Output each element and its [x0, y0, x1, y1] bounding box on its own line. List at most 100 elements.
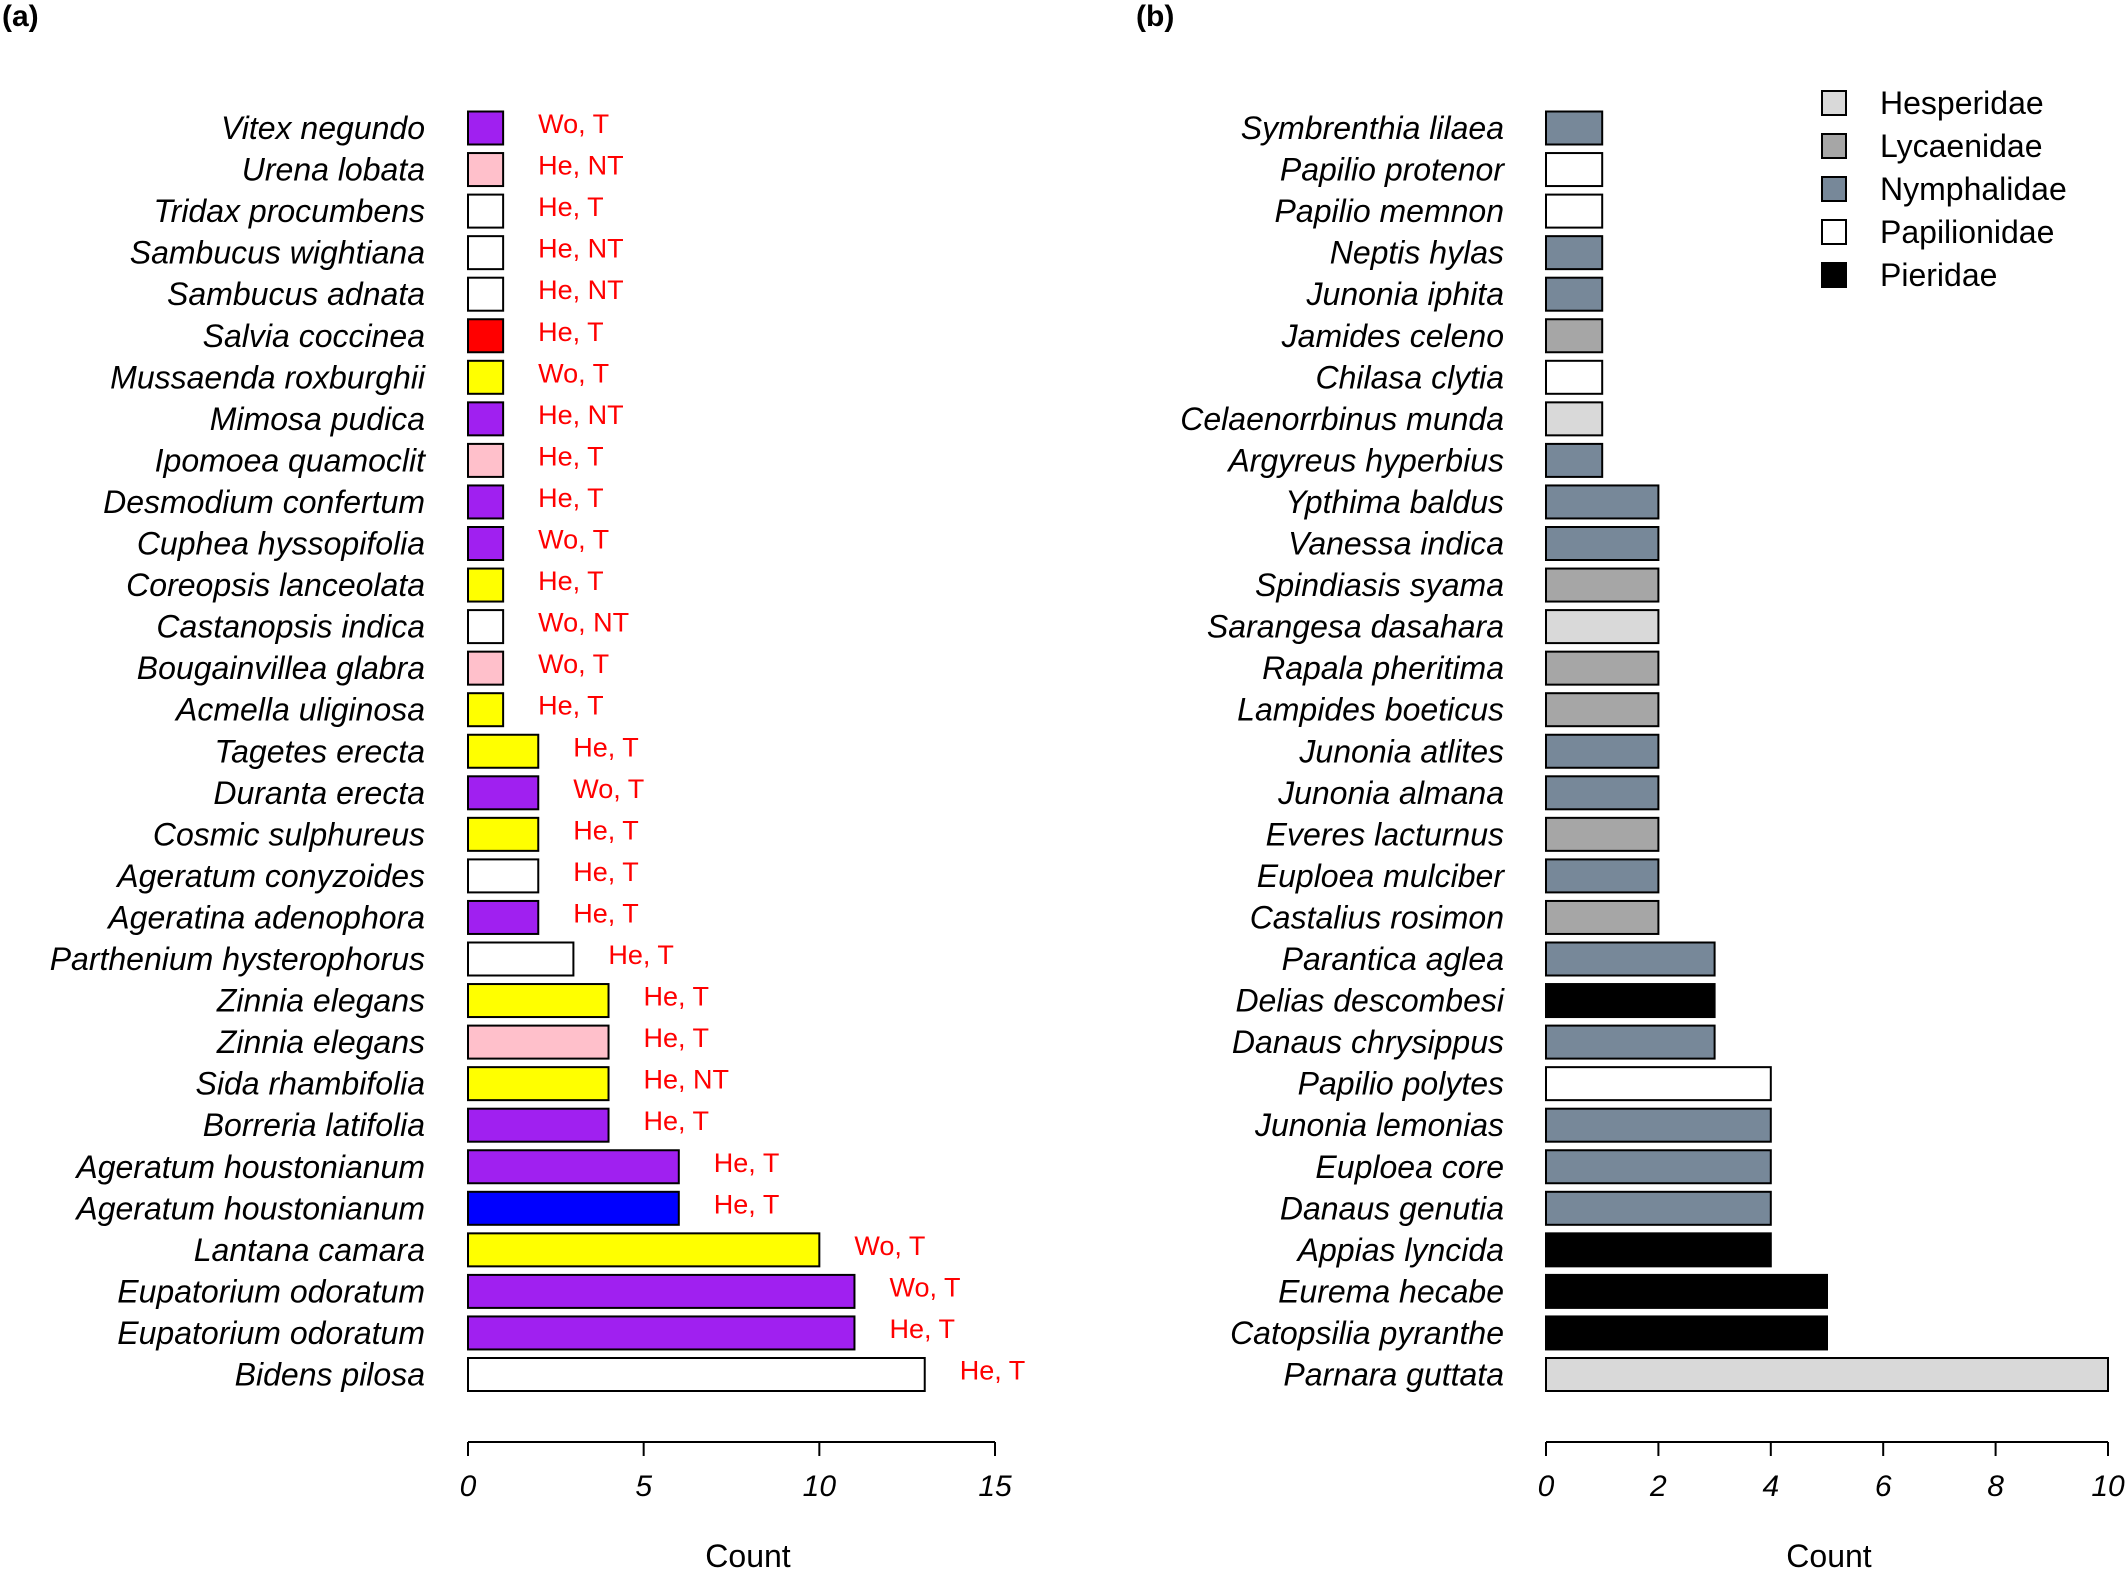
legend-swatch-nymphalidae — [1821, 176, 1847, 202]
panel-b-bar-parantica-aglea — [1545, 941, 1716, 977]
panel-a-bar-duranta-erecta — [467, 775, 540, 811]
panel-a-category-label: Tridax procumbens — [153, 193, 425, 229]
panel-a-bar-annotation: Wo, T — [538, 525, 609, 555]
panel-b-category-label: Appias lyncida — [1296, 1232, 1504, 1268]
panel-b-category-label: Papilio protenor — [1280, 152, 1505, 188]
panel-b-category-label: Papilio polytes — [1298, 1066, 1504, 1102]
panel-a-tick-label: 15 — [978, 1470, 1012, 1503]
panel-b-bar-symbrenthia-lilaea — [1545, 110, 1604, 146]
panel-b-category-label: Chilasa clytia — [1315, 359, 1504, 395]
panel-a-bar-annotation: He, T — [573, 857, 639, 887]
panel-a-tick-label: 5 — [635, 1470, 652, 1503]
panel-a-category-label: Zinnia elegans — [216, 983, 425, 1019]
panel-a-category-label: Sambucus wightiana — [130, 235, 425, 271]
panel-a-category-label: Ageratina adenophora — [106, 899, 425, 935]
panel-b-bar-celaenorrbinus-munda — [1545, 401, 1604, 437]
panel-a-bar-annotation: He, T — [644, 1023, 710, 1053]
panel-a-category-label: Sambucus adnata — [167, 276, 425, 312]
panel-a-category-label: Cuphea hyssopifolia — [137, 526, 425, 562]
panel-a-bar-desmodium-confertum — [467, 484, 505, 520]
legend-label-hesperidae: Hesperidae — [1880, 85, 2044, 121]
panel-a-bar-annotation: He, T — [644, 1106, 710, 1136]
panel-b-category-label: Sarangesa dasahara — [1207, 609, 1504, 645]
panel-b-bar-junonia-lemonias — [1545, 1107, 1772, 1143]
panel-b-category-label: Castalius rosimon — [1250, 899, 1504, 935]
panel-b-tick-label: 0 — [1538, 1470, 1555, 1503]
panel-b-bar-papilio-protenor — [1545, 152, 1604, 188]
panel-a-bar-mimosa-pudica — [467, 401, 505, 437]
panel-b-category-label: Euploea mulciber — [1257, 858, 1506, 894]
panel-a-bar-annotation: He, T — [644, 982, 710, 1012]
panel-a-category-label: Ageratum houstonianum — [74, 1149, 425, 1185]
panel-a-category-label: Ageratum conyzoides — [115, 858, 425, 894]
panel-a-bar-zinnia-elegans — [467, 983, 610, 1019]
panel-b-bar-delias-descombesi — [1545, 983, 1716, 1019]
panel-a-bar-sida-rhambifolia — [467, 1066, 610, 1102]
panel-b-tick-label: 2 — [1649, 1470, 1667, 1503]
panel-a-bar-mussaenda-roxburghii — [467, 359, 505, 395]
legend-swatch-lycaenidae — [1821, 133, 1847, 159]
panel-a-bar-sambucus-wightiana — [467, 235, 505, 271]
panel-b-category-label: Vanessa indica — [1288, 526, 1504, 562]
panel-a-bar-bidens-pilosa — [467, 1357, 926, 1392]
panel-b-bar-parnara-guttata — [1545, 1357, 2109, 1392]
panel-b-bar-junonia-almana — [1545, 775, 1660, 811]
legend-label-lycaenidae: Lycaenidae — [1880, 128, 2043, 164]
panel-b-x-axis: 0 2 4 6 8 10 — [1538, 1441, 2125, 1503]
panel-b-category-label: Catopsilia pyranthe — [1230, 1315, 1504, 1351]
panel-b-category-label: Argyreus hyperbius — [1226, 442, 1504, 478]
panel-a-category-label: Parthenium hysterophorus — [50, 941, 425, 977]
panel-b-bar-danaus-genutia — [1545, 1190, 1772, 1226]
panel-b-bar-jamides-celeno — [1545, 318, 1604, 354]
panel-a-bar-annotation: Wo, T — [573, 774, 644, 804]
panel-a-category-label: Urena lobata — [242, 152, 425, 188]
panel-b-bar-catopsilia-pyranthe — [1545, 1315, 1828, 1351]
panel-a-category-label: Vitex negundo — [221, 110, 425, 146]
panel-a-category-label: Lantana camara — [194, 1232, 425, 1268]
panel-a-bar-annotation: He, T — [960, 1356, 1026, 1386]
panel-a-bar-zinnia-elegans — [467, 1024, 610, 1060]
panel-b-category-label: Papilio memnon — [1275, 193, 1504, 229]
panel-b-category-label: Spindiasis syama — [1255, 567, 1504, 603]
panel-b-tick-label: 10 — [2091, 1470, 2125, 1503]
panel-b-bar-castalius-rosimon — [1545, 899, 1660, 935]
panel-b-category-label: Eurema hecabe — [1278, 1273, 1504, 1309]
panel-b-bar-neptis-hylas — [1545, 235, 1604, 271]
panel-a-bar-annotation: He, T — [538, 317, 604, 347]
panel-b-bar-sarangesa-dasahara — [1545, 609, 1660, 645]
panel-a-bar-annotation: Wo, T — [538, 358, 609, 388]
panel-b-bar-euploea-core — [1545, 1149, 1772, 1185]
panel-a-bar-eupatorium-odoratum — [467, 1315, 856, 1351]
panel-a-bar-annotation: He, T — [573, 898, 639, 928]
panel-b-bar-everes-lacturnus — [1545, 816, 1660, 852]
panel-b-bar-chilasa-clytia — [1545, 359, 1604, 395]
panel-b-bar-rapala-pheritima — [1545, 650, 1660, 686]
panel-a-bar-annotation: He, T — [538, 691, 604, 721]
panel-a-bar-annotation: He, T — [714, 1148, 780, 1178]
panel-a-category-label: Mussaenda roxburghii — [110, 359, 426, 395]
legend-swatch-pieridae — [1821, 262, 1847, 288]
panel-a-bar-annotation: He, T — [538, 441, 604, 471]
panel-a-bar-tagetes-erecta — [467, 733, 540, 769]
panel-a-category-label: Tagetes erecta — [214, 733, 425, 769]
panel-a-bar-ageratum-houstonianum — [467, 1190, 680, 1226]
panel-a-bar-annotation: He, T — [538, 483, 604, 513]
panel-b-category-label: Junonia iphita — [1306, 276, 1504, 312]
panel-a-bar-chart: (a) Vitex negundo Wo, T Urena lobata He, NT… — [2, 0, 1025, 1570]
panel-a-bar-annotation: He, T — [608, 940, 674, 970]
panel-b-bar-chart: (b) Symbrenthia lilaea Papilio protenor Pa… — [1136, 0, 2125, 1570]
panel-a-bar-ageratum-houstonianum — [467, 1149, 680, 1185]
panel-a-bar-ageratum-conyzoides — [467, 858, 540, 894]
panel-a-bar-annotation: He, T — [714, 1189, 780, 1219]
panel-a-category-label: Bougainvillea glabra — [137, 650, 425, 686]
panel-a-bar-ageratina-adenophora — [467, 899, 540, 935]
panel-a-bar-bougainvillea-glabra — [467, 650, 505, 686]
panel-b-category-label: Delias descombesi — [1235, 983, 1504, 1019]
panel-b-bar-ypthima-baldus — [1545, 484, 1660, 520]
legend-label-papilionidae: Papilionidae — [1880, 214, 2054, 250]
panel-a-bar-cosmic-sulphureus — [467, 816, 540, 852]
panel-a-category-label: Desmodium confertum — [103, 484, 425, 520]
panel-b-category-label: Junonia atlites — [1298, 733, 1504, 769]
panel-a-tick-label: 10 — [803, 1470, 837, 1503]
panel-b-category-label: Euploea core — [1315, 1149, 1504, 1185]
